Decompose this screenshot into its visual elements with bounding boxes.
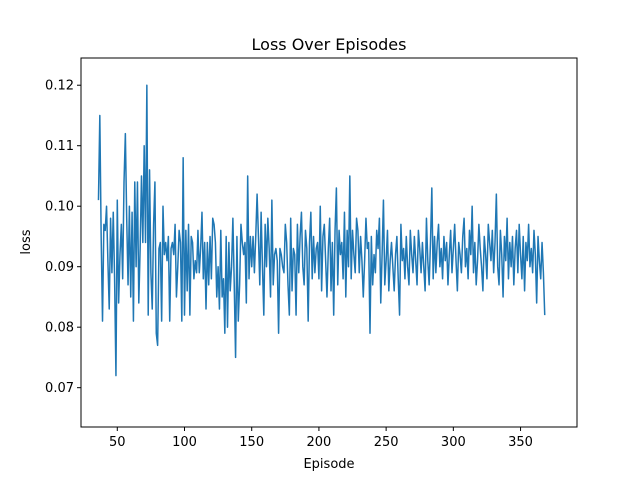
- x-tick-label: 50: [109, 435, 126, 450]
- y-tick-label: 0.12: [45, 79, 74, 94]
- x-axis-ticks: 50 100 150 200 250 300 350: [109, 427, 533, 450]
- x-tick-label: 300: [441, 435, 466, 450]
- y-tick-label: 0.10: [45, 200, 74, 215]
- x-tick-label: 350: [508, 435, 533, 450]
- x-tick-label: 250: [374, 435, 399, 450]
- x-tick-label: 100: [172, 435, 197, 450]
- y-tick-label: 0.08: [45, 321, 74, 336]
- axes-frame: [80, 57, 578, 428]
- x-tick-label: 150: [239, 435, 264, 450]
- x-tick-label: 200: [307, 435, 332, 450]
- plot-area: [97, 84, 546, 377]
- loss-series-line-0: [97, 84, 546, 377]
- chart-title: Loss Over Episodes: [252, 35, 407, 54]
- y-tick-label: 0.09: [45, 260, 74, 275]
- x-axis-label: Episode: [303, 457, 354, 472]
- y-tick-label: 0.07: [45, 381, 74, 396]
- y-tick-label: 0.11: [45, 139, 74, 154]
- y-axis-ticks: 0.07 0.08 0.09 0.10 0.11 0.12: [45, 79, 81, 396]
- y-axis-label: loss: [19, 229, 34, 254]
